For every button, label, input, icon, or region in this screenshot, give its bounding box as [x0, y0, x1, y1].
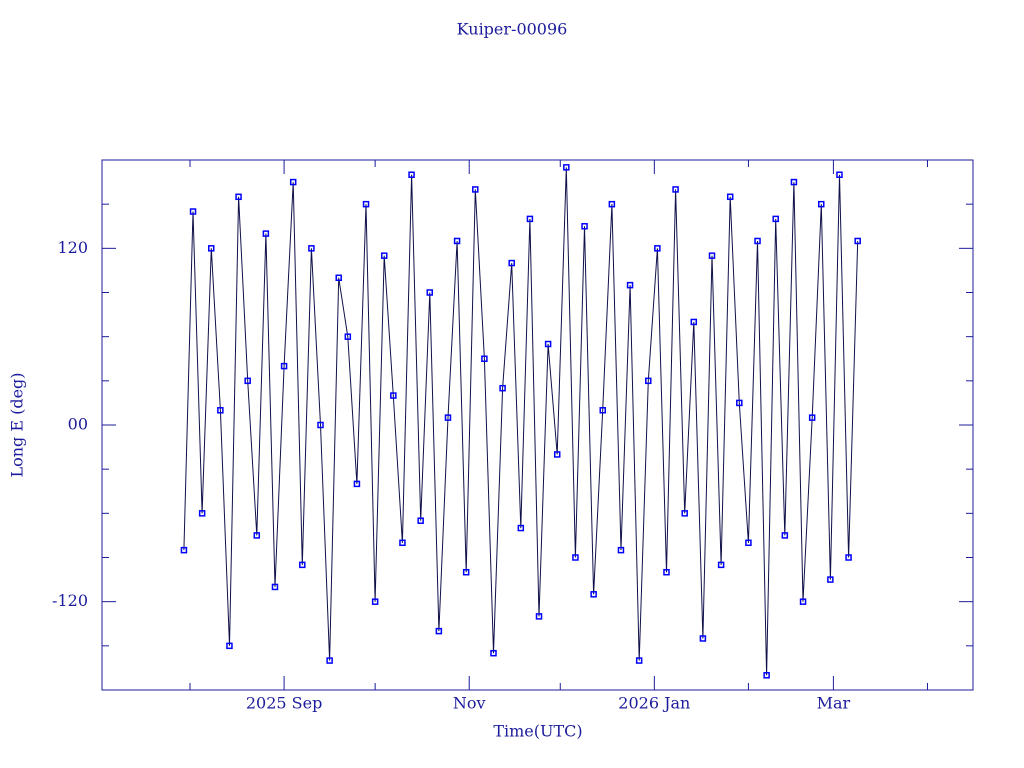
data-point [235, 193, 242, 201]
data-point [845, 554, 852, 561]
x-tick-label: 2026 Jan [618, 694, 690, 713]
data-point [362, 200, 370, 208]
data-point [617, 546, 625, 554]
data-point [198, 510, 206, 517]
data-point [563, 164, 570, 171]
data-point [672, 186, 679, 193]
data-point [208, 245, 215, 252]
data-point [180, 546, 188, 554]
y-tick-label: -120 [52, 591, 88, 610]
data-point [380, 252, 388, 259]
x-tick-label: Nov [453, 694, 486, 713]
data-point [626, 281, 634, 289]
data-point [517, 524, 525, 532]
data-point [663, 568, 670, 576]
axes [101, 159, 974, 691]
plot-area [180, 164, 861, 679]
data-point [353, 480, 361, 488]
data-point [462, 568, 470, 576]
data-point [708, 252, 716, 259]
y-axis-label: Long E (deg) [8, 372, 27, 477]
data-point [553, 451, 561, 458]
data-point [854, 237, 861, 245]
data-point [745, 539, 752, 547]
data-point [818, 200, 825, 208]
series-line [183, 167, 859, 676]
data-point [472, 186, 479, 193]
data-point [535, 613, 543, 620]
data-point [544, 340, 552, 348]
data-point [344, 333, 352, 340]
data-point [754, 237, 761, 245]
y-tick-label: 00 [68, 415, 88, 434]
data-point [808, 414, 816, 421]
x-tick-label: Mar [817, 694, 851, 713]
data-point [426, 289, 434, 296]
data-point [226, 642, 233, 650]
data-point [508, 259, 515, 267]
data-point [599, 407, 606, 414]
data-point [490, 649, 497, 657]
data-point [280, 362, 288, 370]
data-point [836, 171, 843, 178]
data-point [763, 672, 770, 679]
data-point [635, 657, 643, 664]
data-point [690, 318, 698, 326]
data-point [699, 635, 707, 642]
data-point [317, 421, 324, 429]
data-point [371, 598, 379, 605]
data-point [781, 532, 789, 539]
data-point [799, 598, 807, 605]
data-point [253, 532, 261, 539]
data-point [481, 355, 488, 362]
data-point [790, 178, 798, 186]
data-point [645, 377, 652, 385]
data-point [526, 215, 534, 223]
chart-title: Kuiper-00096 [457, 20, 568, 39]
x-tick-label: 2025 Sep [246, 694, 322, 713]
data-point [772, 215, 779, 223]
data-point [590, 591, 597, 598]
data-point [408, 171, 415, 178]
data-point [262, 230, 270, 237]
data-point [271, 583, 279, 591]
data-point [444, 414, 452, 421]
data-point [717, 561, 725, 569]
data-point [681, 510, 688, 517]
data-point [827, 576, 834, 583]
data-point [289, 178, 297, 186]
data-point [726, 193, 734, 201]
y-tick-label: 120 [57, 238, 88, 257]
data-point [390, 392, 397, 399]
data-point [499, 384, 506, 392]
data-point [736, 399, 743, 407]
plot-frame [101, 159, 974, 691]
data-point [399, 539, 406, 547]
data-point [581, 223, 588, 230]
data-point [189, 208, 197, 215]
x-axis-label: Time(UTC) [493, 722, 582, 741]
data-point [417, 517, 424, 524]
data-point [217, 407, 224, 414]
data-point [326, 657, 333, 664]
data-point [654, 245, 661, 252]
data-point [608, 200, 616, 208]
data-point [435, 627, 443, 635]
data-point [299, 561, 306, 569]
data-point [244, 377, 251, 385]
data-point [453, 237, 461, 245]
data-point [308, 245, 315, 252]
data-point [572, 554, 579, 561]
data-point [335, 274, 342, 282]
